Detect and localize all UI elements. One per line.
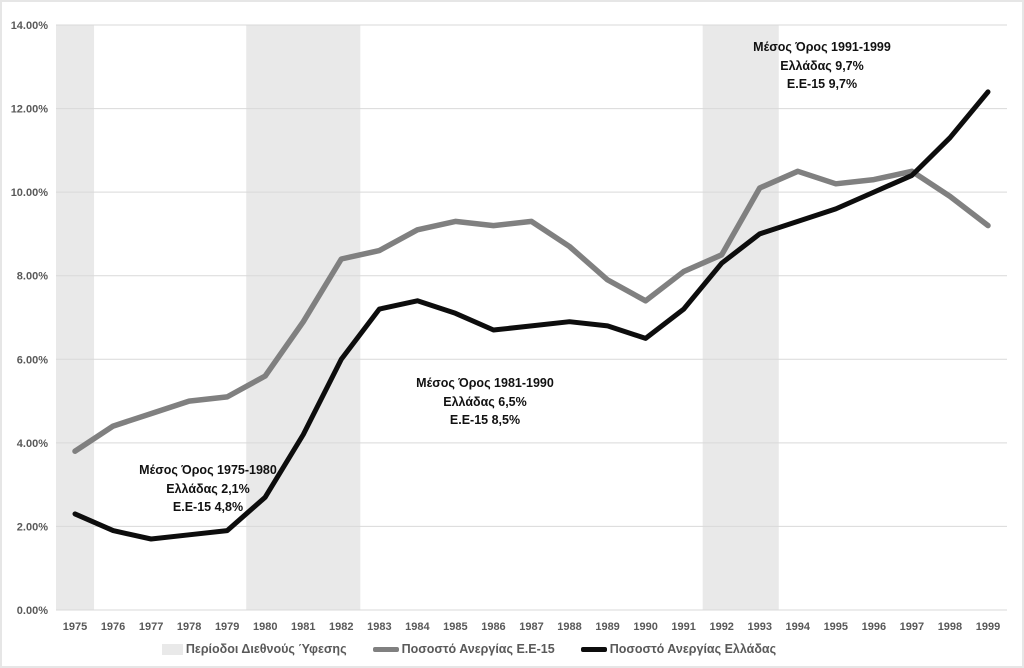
x-axis-tick-label: 1992 (709, 621, 733, 633)
x-axis-tick-label: 1996 (862, 621, 886, 633)
y-axis-tick-label: 14.00% (11, 20, 49, 32)
x-axis-tick-label: 1982 (329, 621, 353, 633)
x-axis-tick-label: 1995 (824, 621, 848, 633)
x-axis-tick-label: 1984 (405, 621, 430, 633)
annotation-title: Μέσος Όρος 1975-1980 (139, 463, 277, 477)
annotation-1981-1990: Μέσος Όρος 1981-1990 Ελλάδας 6,5% Ε.Ε-15… (416, 374, 554, 430)
x-axis-tick-label: 1978 (177, 621, 201, 633)
x-axis-tick-label: 1985 (443, 621, 467, 633)
x-axis-tick-label: 1981 (291, 621, 315, 633)
annotation-greece-avg: Ελλάδας 2,1% (166, 481, 250, 496)
annotation-eu15-avg: Ε.Ε-15 9,7% (786, 77, 858, 91)
recession-band (702, 25, 779, 610)
legend-label-greece: Ποσοστό Ανεργίας Ελλάδας (609, 642, 777, 656)
x-axis-tick-label: 1980 (253, 621, 277, 633)
annotation-1991-1999: Μέσος Όρος 1991-1999 Ελλάδας 9,7% Ε.Ε-15… (753, 38, 891, 94)
x-axis-tick-label: 1976 (101, 621, 125, 633)
annotation-title: Μέσος Όρος 1991-1999 (753, 40, 891, 54)
greece-series-line (72, 89, 991, 542)
y-axis-tick-label: 6.00% (17, 354, 48, 366)
y-axis-tick-label: 0.00% (17, 605, 48, 617)
x-axis-tick-label: 1989 (595, 621, 619, 633)
legend-label-recession: Περίοδοι Διεθνούς Ύφεσης (185, 642, 347, 656)
x-axis-tick-label: 1998 (938, 621, 962, 633)
legend-label-eu15: Ποσοστό Ανεργίας Ε.Ε-15 (401, 642, 555, 656)
eu15-line-swatch (372, 646, 399, 652)
legend-item-recession: Περίοδοι Διεθνούς Ύφεσης (161, 642, 347, 656)
annotation-greece-avg: Ελλάδας 6,5% (443, 394, 527, 409)
x-axis-tick-label: 1986 (481, 621, 505, 633)
x-axis-tick-label: 1997 (900, 621, 924, 633)
greece-line-swatch (580, 646, 607, 652)
x-axis-tick-label: 1975 (63, 621, 87, 633)
y-axis-tick-label: 10.00% (11, 187, 49, 199)
x-axis-tick-label: 1991 (671, 621, 695, 633)
x-axis-tick-label: 1993 (747, 621, 771, 633)
legend-item-eu15: Ποσοστό Ανεργίας Ε.Ε-15 (372, 642, 555, 656)
x-axis-tick-label: 1994 (786, 621, 811, 633)
x-axis-tick-label: 1977 (139, 621, 163, 633)
y-axis-tick-label: 8.00% (17, 271, 48, 283)
eu15-series-line (72, 168, 991, 454)
x-axis-tick-label: 1990 (633, 621, 657, 633)
legend: Περίοδοι Διεθνούς Ύφεσης Ποσοστό Ανεργία… (2, 642, 1022, 656)
x-axis-tick-label: 1988 (557, 621, 581, 633)
y-axis-tick-label: 4.00% (17, 438, 48, 450)
y-axis-tick-label: 12.00% (11, 104, 49, 116)
x-axis-tick-label: 1983 (367, 621, 391, 633)
annotation-eu15-avg: Ε.Ε-15 4,8% (172, 500, 244, 514)
x-axis-tick-label: 1987 (519, 621, 543, 633)
annotation-title: Μέσος Όρος 1981-1990 (416, 376, 554, 390)
x-axis-tick-label: 1979 (215, 621, 239, 633)
annotation-eu15-avg: Ε.Ε-15 8,5% (449, 413, 521, 427)
legend-item-greece: Ποσοστό Ανεργίας Ελλάδας (580, 642, 777, 656)
annotation-greece-avg: Ελλάδας 9,7% (780, 58, 864, 73)
x-axis-tick-label: 1999 (976, 621, 1000, 633)
annotation-1975-1980: Μέσος Όρος 1975-1980 Ελλάδας 2,1% Ε.Ε-15… (139, 461, 277, 517)
y-axis-tick-label: 2.00% (17, 521, 48, 533)
recession-band-swatch (161, 643, 183, 655)
